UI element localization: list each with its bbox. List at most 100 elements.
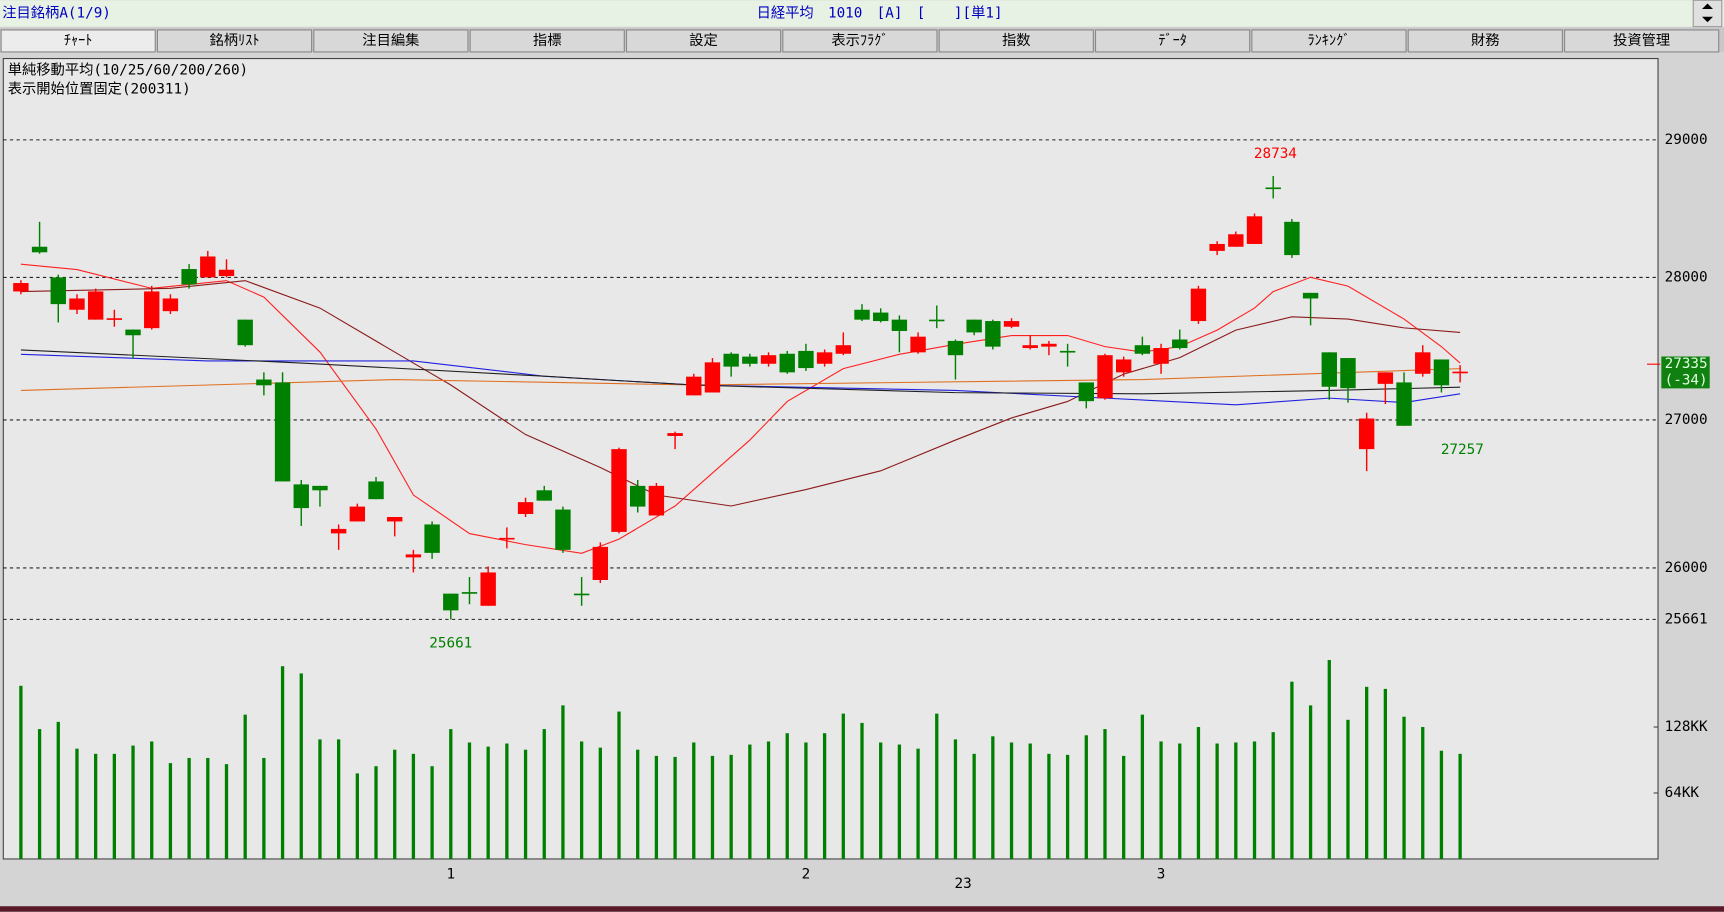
tab-label[interactable]: 銘柄ﾘｽﾄ [210, 32, 260, 49]
candle-body [1415, 352, 1431, 374]
candle-body [555, 509, 571, 550]
tab[interactable] [938, 29, 1094, 53]
tab[interactable] [1251, 29, 1407, 53]
candle-body [349, 506, 366, 522]
volume-bar [1084, 735, 1088, 859]
volume-bar [766, 741, 771, 859]
volume-bar [598, 747, 602, 859]
volume-bar [879, 742, 883, 859]
volume-bar [804, 742, 808, 859]
candle-body [1228, 234, 1244, 247]
y-tick-label: 128KK [1665, 719, 1708, 735]
tab-label[interactable]: ﾗﾝｷﾝｸﾞ [1308, 32, 1351, 49]
tab[interactable] [1407, 29, 1563, 53]
candle-body [1022, 345, 1038, 349]
x-tick-label: 2 [802, 866, 811, 882]
tab-label[interactable]: 設定 [689, 32, 718, 49]
candle-body [854, 309, 870, 320]
tab-label[interactable]: 注目編集 [362, 32, 419, 49]
candle-body [1246, 216, 1263, 244]
volume-bar [1458, 753, 1462, 859]
volume-bar [355, 773, 359, 859]
candle-body [125, 329, 141, 336]
candle-body [69, 298, 85, 310]
price-annotation: 27257 [1441, 442, 1484, 458]
volume-bar [1346, 719, 1350, 859]
tab[interactable] [313, 29, 469, 53]
candle-body [461, 592, 478, 594]
candle-body [1078, 382, 1094, 402]
tab[interactable] [156, 29, 313, 53]
tab[interactable] [782, 29, 938, 53]
volume-bar [542, 729, 546, 859]
candle-body [1284, 221, 1300, 256]
volume-bar [19, 685, 23, 859]
candle-body [443, 593, 459, 611]
price-change: (-34) [1665, 373, 1708, 389]
candle-body [798, 350, 814, 369]
chart-panel [2, 57, 1659, 860]
candle-body [237, 319, 253, 346]
tab[interactable] [0, 29, 156, 53]
tab-label[interactable]: 指標 [533, 32, 562, 49]
candle-body [1377, 372, 1394, 384]
volume-bar [505, 743, 509, 859]
title-bar [0, 0, 1724, 27]
volume-bar [206, 757, 210, 859]
volume-bar [617, 711, 621, 859]
volume-bar [1103, 729, 1107, 859]
volume-bar [916, 748, 920, 859]
candle-body [985, 321, 1001, 347]
tab-label[interactable]: 表示ﾌﾗｸﾞ [831, 32, 888, 49]
candle-body [872, 312, 889, 322]
volume-bar [1009, 742, 1014, 859]
candle-body [1358, 418, 1375, 450]
tab[interactable] [625, 29, 782, 53]
candle-body [611, 449, 627, 532]
tab-label[interactable]: ﾁｬｰﾄ [64, 33, 93, 49]
volume-bar [1308, 705, 1313, 859]
tab[interactable] [469, 29, 625, 53]
candle-body [1059, 350, 1076, 353]
tab-label[interactable]: 指数 [1002, 32, 1031, 49]
chart-note: 表示開始位置固定(200311) [8, 80, 191, 97]
candle-body [480, 572, 496, 606]
candle-body [1302, 292, 1319, 299]
candle-body [1265, 187, 1281, 190]
volume-bar [1402, 716, 1406, 859]
volume-bar [1140, 714, 1145, 859]
candle-body [723, 353, 739, 367]
candle-body [1097, 355, 1113, 399]
candle-body [256, 379, 272, 386]
volume-bar [1421, 727, 1425, 859]
volume-bar [150, 741, 154, 859]
volume-bar [486, 746, 490, 859]
volume-bar [262, 757, 266, 859]
candle-body [517, 502, 534, 515]
candle-body [947, 340, 964, 356]
tab[interactable] [1564, 29, 1720, 53]
volume-bar [636, 749, 640, 859]
candle-body [592, 546, 609, 581]
candle-body [573, 593, 590, 596]
tab-label[interactable]: 財務 [1471, 32, 1500, 49]
candle-body [1396, 382, 1412, 426]
x-tick-label: 1 [446, 866, 455, 882]
volume-bar [1439, 750, 1444, 859]
volume-bar [673, 756, 677, 859]
candle-body [293, 484, 309, 509]
candle-body [144, 291, 160, 329]
volume-bar [299, 673, 303, 859]
candle-body [779, 353, 795, 373]
y-tick-label: 26000 [1665, 560, 1708, 576]
tab[interactable] [1094, 29, 1251, 53]
tab-label[interactable]: 投資管理 [1613, 32, 1670, 49]
volume-bar [822, 733, 827, 859]
volume-bar [393, 749, 397, 859]
tab-label[interactable]: ﾃﾞｰﾀ [1158, 32, 1187, 49]
volume-bar [523, 749, 528, 859]
y-tick-label: 27000 [1665, 412, 1708, 428]
candle-body [1452, 371, 1468, 374]
volume-bar [1215, 743, 1219, 859]
bottom-bar [0, 906, 1724, 912]
